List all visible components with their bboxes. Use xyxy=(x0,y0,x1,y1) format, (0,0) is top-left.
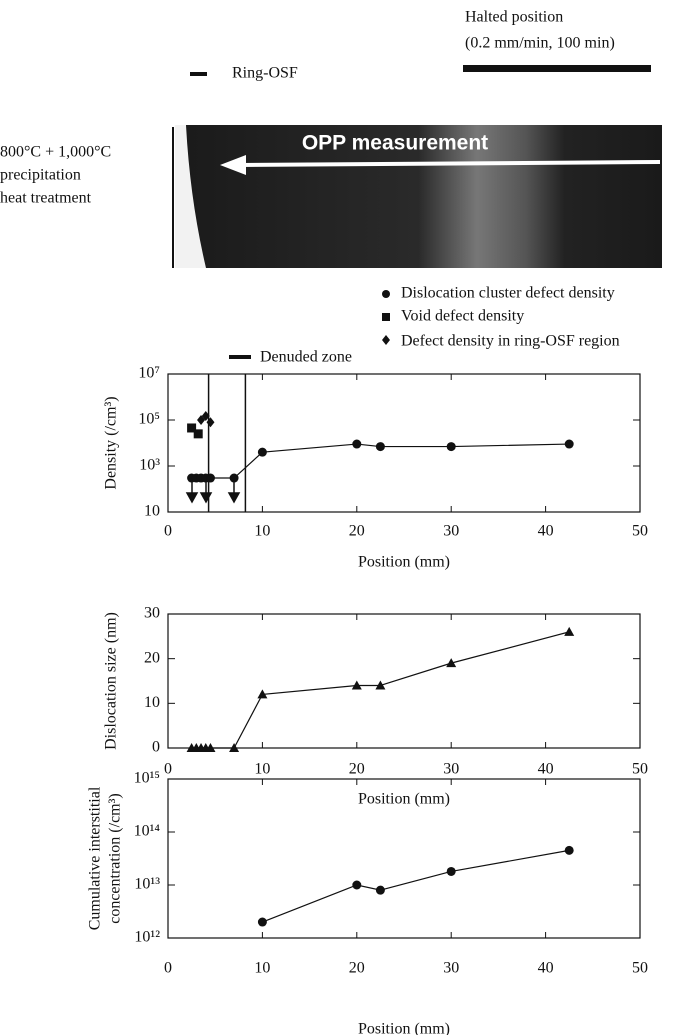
y-axis-label: Cumulative interstitial xyxy=(87,786,104,930)
x-tick-label: 0 xyxy=(164,761,172,778)
x-tick-label: 40 xyxy=(538,761,554,778)
annotation: Denuded zone xyxy=(260,349,352,366)
marker xyxy=(352,440,361,449)
series-line xyxy=(262,850,569,922)
marker xyxy=(258,918,267,927)
y-tick-label: 10³ xyxy=(139,457,160,474)
y-tick-label: 30 xyxy=(144,605,160,622)
x-tick-label: 20 xyxy=(349,960,365,977)
legend-marker xyxy=(382,313,390,321)
marker xyxy=(206,417,214,427)
series-line xyxy=(192,632,570,748)
y-tick-label: 10 xyxy=(144,694,160,711)
x-tick-label: 0 xyxy=(164,523,172,540)
y-tick-label: 0 xyxy=(152,739,160,756)
x-tick-label: 50 xyxy=(632,960,648,977)
marker xyxy=(376,886,385,895)
micrograph: OPP measurement xyxy=(173,125,662,268)
x-tick-label: 40 xyxy=(538,523,554,540)
y-axis-label: Dislocation size (nm) xyxy=(103,612,120,750)
x-tick-label: 20 xyxy=(349,761,365,778)
figure: OPP measurement Halted position (0.2 mm/… xyxy=(0,0,691,1035)
treatment-label: 800°C + 1,000°C xyxy=(0,144,111,161)
marker xyxy=(352,881,361,890)
y-tick-label: 10⁷ xyxy=(138,365,160,382)
x-tick-label: 50 xyxy=(632,761,648,778)
marker xyxy=(564,627,574,636)
y-tick-label: 10¹⁴ xyxy=(134,823,161,840)
ring-bar xyxy=(190,72,207,76)
marker xyxy=(565,846,574,855)
y-tick-label: 10¹³ xyxy=(134,876,160,893)
marker xyxy=(447,442,456,451)
marker xyxy=(206,474,215,483)
y-axis-label: Density (/cm³) xyxy=(103,396,120,489)
halted-detail: (0.2 mm/min, 100 min) xyxy=(465,35,615,52)
marker xyxy=(230,474,239,483)
x-tick-label: 30 xyxy=(443,523,459,540)
legend-marker xyxy=(229,355,251,359)
x-tick-label: 30 xyxy=(443,761,459,778)
x-tick-label: 10 xyxy=(254,761,270,778)
legend-label: Defect density in ring-OSF region xyxy=(401,333,620,350)
legend-marker xyxy=(382,335,390,345)
x-axis-label: Position (mm) xyxy=(358,554,450,571)
y-axis-label: concentration (/cm³) xyxy=(107,793,124,924)
x-tick-label: 30 xyxy=(443,960,459,977)
y-tick-label: 10⁵ xyxy=(138,411,160,428)
treatment-label: precipitation xyxy=(0,167,81,184)
marker xyxy=(194,429,203,438)
x-tick-label: 0 xyxy=(164,960,172,977)
x-tick-label: 40 xyxy=(538,960,554,977)
arrow-label: OPP measurement xyxy=(302,132,488,155)
marker xyxy=(565,440,574,449)
limit-arrows xyxy=(187,481,239,502)
legend-label: Dislocation cluster defect density xyxy=(401,285,615,302)
marker xyxy=(447,867,456,876)
y-tick-label: 10 xyxy=(144,503,160,520)
x-tick-label: 20 xyxy=(349,523,365,540)
x-axis-label: Position (mm) xyxy=(358,1021,450,1035)
marker xyxy=(376,442,385,451)
y-tick-label: 10¹² xyxy=(134,929,160,946)
x-tick-label: 10 xyxy=(254,523,270,540)
y-tick-label: 20 xyxy=(144,649,160,666)
x-tick-label: 50 xyxy=(632,523,648,540)
halted-label: Halted position xyxy=(465,9,563,26)
halted-bar xyxy=(463,65,651,72)
treatment-label: heat treatment xyxy=(0,190,92,207)
ring-label: Ring-OSF xyxy=(232,65,298,82)
x-axis-label: Position (mm) xyxy=(358,791,450,808)
marker xyxy=(258,448,267,457)
legend-marker xyxy=(382,290,390,298)
legend-label: Void defect density xyxy=(401,308,524,325)
x-tick-label: 10 xyxy=(254,960,270,977)
y-tick-label: 10¹⁵ xyxy=(134,770,160,787)
